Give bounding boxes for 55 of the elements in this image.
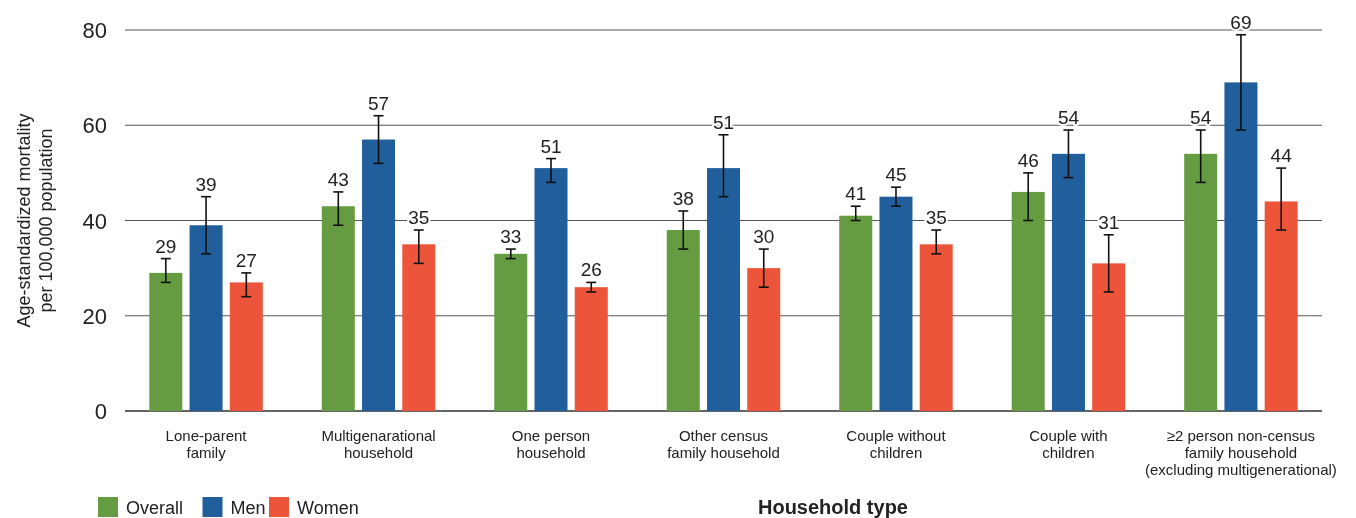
- data-label: 41: [845, 183, 867, 205]
- bar: [534, 168, 568, 411]
- bar: [747, 268, 781, 411]
- bar: [1264, 201, 1298, 411]
- bar: [189, 225, 223, 411]
- data-label: 33: [500, 226, 522, 248]
- data-label: 29: [155, 235, 177, 257]
- legend-label: Overall: [126, 498, 184, 518]
- data-label: 43: [327, 168, 349, 190]
- y-tick-label: 40: [82, 208, 107, 234]
- bar: [666, 230, 700, 411]
- data-label: 39: [195, 173, 217, 195]
- bar: [1184, 153, 1218, 411]
- bar: [229, 282, 263, 411]
- data-label: 38: [672, 187, 694, 209]
- x-tick-label: One person household: [511, 427, 591, 461]
- y-axis-title: Age-standardized mortality per 100,000 population: [14, 113, 56, 328]
- data-label: 54: [1057, 107, 1080, 129]
- bar: [494, 253, 528, 411]
- y-tick-label: 60: [82, 113, 107, 139]
- bar: [149, 272, 183, 411]
- x-tick-label: Couple without children: [846, 427, 947, 461]
- legend-label: Women: [297, 498, 359, 518]
- bar: [1011, 191, 1045, 411]
- x-tick-label: Couple with children: [1029, 427, 1108, 461]
- bar: [362, 139, 396, 411]
- x-tick-label: Other census family household: [667, 427, 780, 461]
- data-label: 30: [753, 226, 775, 248]
- bar: [707, 168, 740, 411]
- y-tick-label: 20: [82, 303, 107, 329]
- data-label: 51: [540, 135, 562, 157]
- bar: [1224, 82, 1258, 411]
- data-label: 26: [580, 259, 602, 281]
- x-tick-label: Lone-parent family: [165, 427, 248, 461]
- data-label: 54: [1190, 107, 1212, 129]
- bar: [1051, 153, 1085, 411]
- y-tick-label: 0: [94, 399, 107, 424]
- bar: [402, 244, 436, 411]
- data-label: 27: [235, 249, 257, 271]
- legend-label: Men: [230, 498, 266, 518]
- y-tick-label: 80: [82, 18, 107, 43]
- bar: [321, 206, 355, 411]
- x-tick-label: Multigenarational household: [321, 427, 436, 461]
- x-axis-title: Household type: [757, 496, 909, 518]
- data-label: 57: [367, 92, 390, 114]
- bar: [879, 196, 913, 411]
- data-label: 44: [1270, 145, 1293, 167]
- bar: [574, 287, 608, 411]
- bar: [839, 215, 873, 411]
- data-label: 45: [885, 164, 907, 186]
- data-label: 69: [1230, 11, 1252, 33]
- data-label: 46: [1017, 149, 1039, 171]
- x-tick-label: ≥2 person non-census family household (excluding multigenerational): [1145, 427, 1337, 478]
- bar: [919, 244, 953, 411]
- bar: [1092, 263, 1126, 411]
